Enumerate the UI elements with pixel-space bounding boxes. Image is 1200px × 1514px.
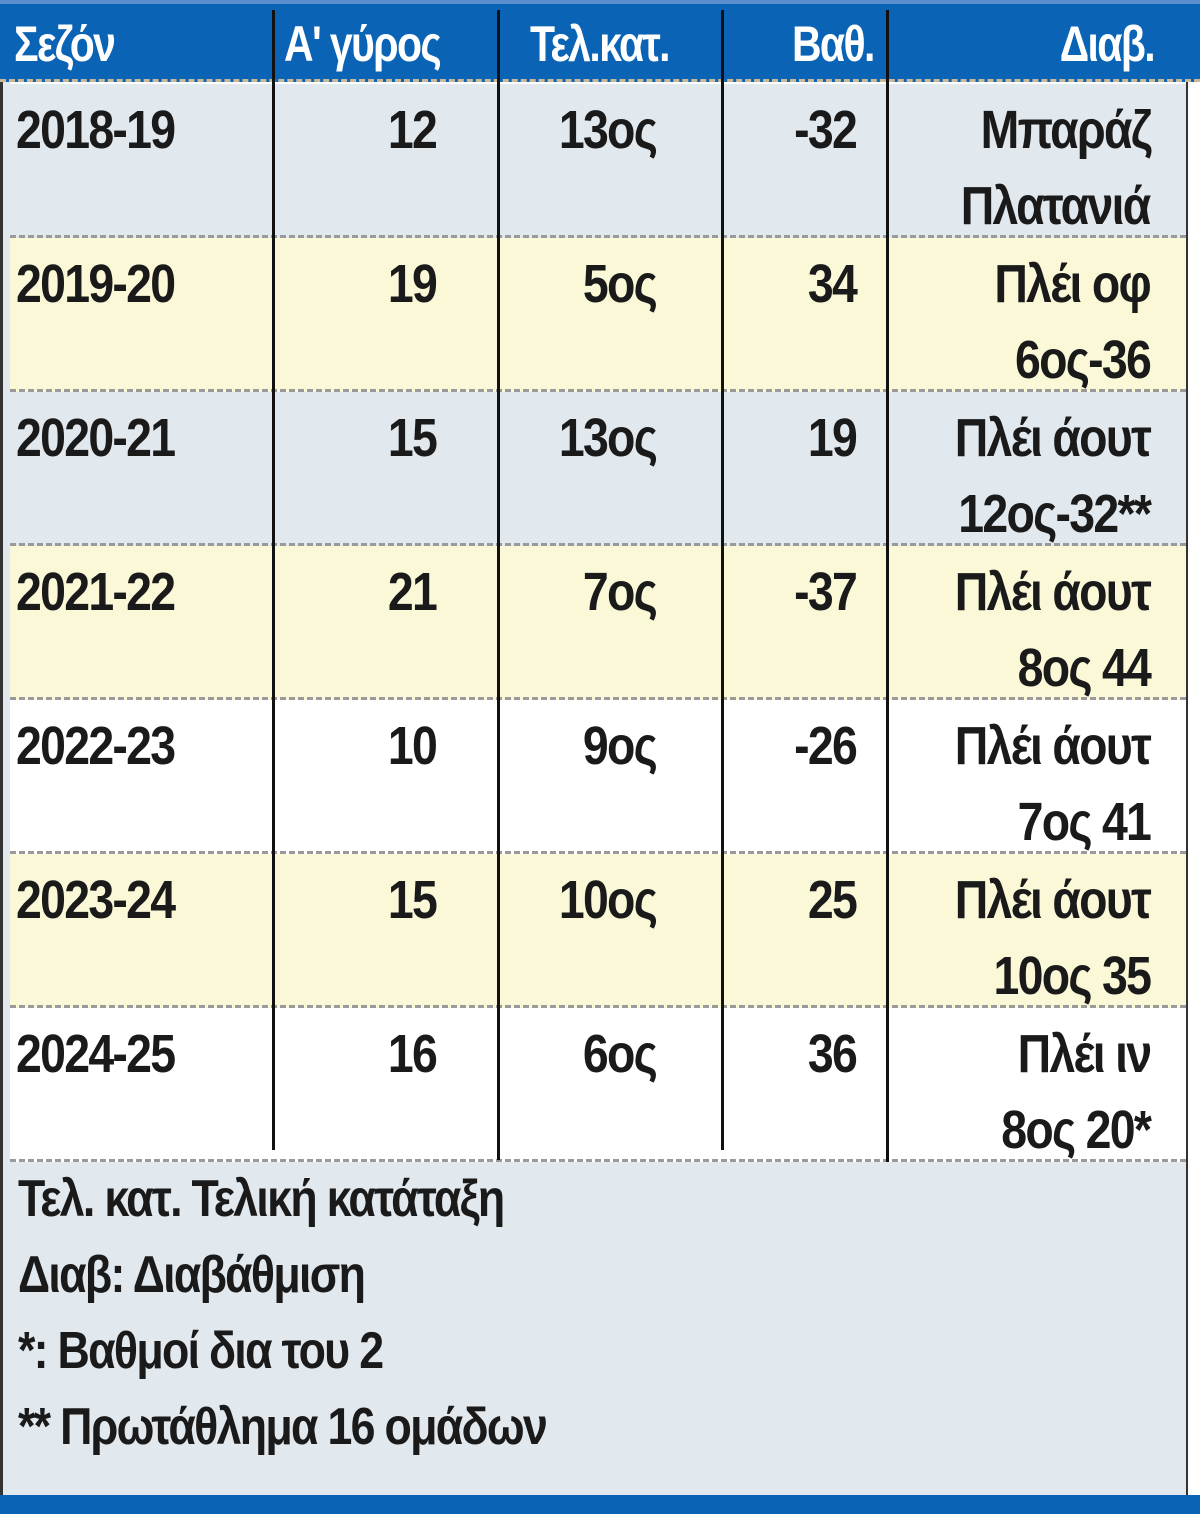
column-divider <box>497 10 500 1160</box>
note-final-rank: Τελ. κατ. Τελική κατάταξη <box>18 1170 505 1228</box>
promotion-cell: Μπαράζ <box>980 100 1152 160</box>
final-rank-cell: 6ος <box>582 1024 658 1084</box>
header-promotion: Διαβ. <box>1059 16 1156 72</box>
promotion-detail-cell: 10ος 35 <box>993 946 1151 1006</box>
promotion-detail-cell: 6ος-36 <box>1014 330 1152 390</box>
table-row: 2021-22 21 7ος -37 Πλέι άουτ 8ος 44 <box>10 546 1186 700</box>
table-row: 2023-24 15 10ος 25 Πλέι άουτ 10ος 35 <box>10 854 1186 1008</box>
top-border <box>0 0 1200 4</box>
promotion-cell: Πλέι άουτ <box>954 408 1152 468</box>
first-round-cell: 19 <box>387 254 438 314</box>
promotion-cell: Πλέι οφ <box>994 254 1151 314</box>
season-cell: 2018-19 <box>16 100 176 160</box>
first-round-cell: 10 <box>387 716 438 776</box>
final-rank-cell: 9ος <box>582 716 658 776</box>
final-rank-cell: 7ος <box>582 562 658 622</box>
legend-notes: Τελ. κατ. Τελική κατάταξη Διαβ: Διαβάθμι… <box>10 1162 1186 1495</box>
points-cell: -37 <box>794 562 858 622</box>
first-round-cell: 21 <box>387 562 438 622</box>
header-final-rank: Τελ.κατ. <box>530 16 671 72</box>
points-cell: 25 <box>807 870 858 930</box>
note-16-teams: ** Πρωτάθλημα 16 ομάδων <box>18 1398 548 1456</box>
first-round-cell: 16 <box>387 1024 438 1084</box>
left-border <box>0 82 10 1495</box>
header-points: Βαθ. <box>792 16 875 72</box>
promotion-cell: Πλέι ιν <box>1017 1024 1152 1084</box>
promotion-detail-cell: 12ος-32** <box>958 484 1152 544</box>
season-cell: 2019-20 <box>16 254 176 314</box>
table-row: 2018-19 12 13ος -32 Μπαράζ Πλατανιά <box>10 84 1186 238</box>
points-cell: -32 <box>794 100 858 160</box>
first-round-cell: 12 <box>387 100 438 160</box>
promotion-detail-cell: 7ος 41 <box>1017 792 1151 852</box>
season-cell: 2024-25 <box>16 1024 176 1084</box>
column-divider <box>272 10 275 1150</box>
note-points-halved: *: Βαθμοί δια του 2 <box>18 1322 384 1380</box>
table-row: 2024-25 16 6ος 36 Πλέι ιν 8ος 20* <box>10 1008 1186 1162</box>
header-season: Σεζόν <box>14 16 116 72</box>
promotion-detail-cell: 8ος 20* <box>1001 1100 1152 1160</box>
points-cell: 34 <box>807 254 858 314</box>
first-round-cell: 15 <box>387 870 438 930</box>
final-rank-cell: 13ος <box>558 408 658 468</box>
table-row: 2020-21 15 13ος 19 Πλέι άουτ 12ος-32** <box>10 392 1186 546</box>
column-divider <box>721 10 724 1150</box>
final-rank-cell: 10ος <box>558 870 658 930</box>
promotion-cell: Πλέι άουτ <box>954 562 1152 622</box>
note-promotion: Διαβ: Διαβάθμιση <box>18 1246 366 1304</box>
points-cell: 36 <box>807 1024 858 1084</box>
season-cell: 2022-23 <box>16 716 176 776</box>
season-cell: 2020-21 <box>16 408 176 468</box>
promotion-cell: Πλέι άουτ <box>954 716 1152 776</box>
promotion-detail-cell: 8ος 44 <box>1017 638 1151 698</box>
promotion-detail-cell: Πλατανιά <box>961 176 1152 236</box>
table-row: 2019-20 19 5ος 34 Πλέι οφ 6ος-36 <box>10 238 1186 392</box>
points-cell: 19 <box>807 408 858 468</box>
final-rank-cell: 13ος <box>558 100 658 160</box>
table-row: 2022-23 10 9ος -26 Πλέι άουτ 7ος 41 <box>10 700 1186 854</box>
first-round-cell: 15 <box>387 408 438 468</box>
table-header: Σεζόν Α' γύρος Τελ.κατ. Βαθ. Διαβ. <box>0 4 1200 82</box>
bottom-border <box>0 1495 1200 1514</box>
season-cell: 2023-24 <box>16 870 176 930</box>
promotion-cell: Πλέι άουτ <box>954 870 1152 930</box>
column-divider <box>886 10 889 1165</box>
points-cell: -26 <box>794 716 858 776</box>
final-rank-cell: 5ος <box>582 254 658 314</box>
season-cell: 2021-22 <box>16 562 176 622</box>
header-first-round: Α' γύρος <box>284 16 442 72</box>
right-border <box>1186 82 1200 1495</box>
